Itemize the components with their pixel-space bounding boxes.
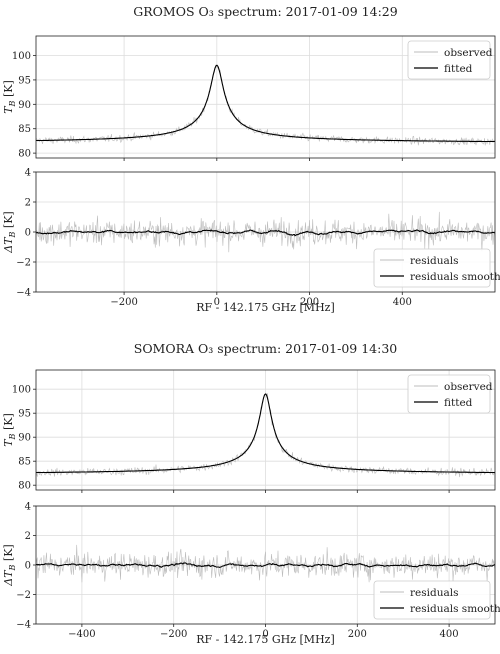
legend-box — [407, 374, 491, 414]
y-axis-label: TB [K] — [2, 413, 17, 447]
chart-title: GROMOS O₃ spectrum: 2017-01-09 14:29 — [133, 4, 397, 19]
y-tick-label: 100 — [12, 385, 31, 396]
y-axis-label: ΔTB [K] — [2, 211, 17, 253]
x-tick-label: 0 — [262, 629, 268, 640]
legend-label: residuals — [410, 255, 458, 267]
legend-label: residuals — [410, 587, 458, 599]
y-tick-label: 100 — [12, 51, 31, 62]
x-tick-label: 400 — [393, 297, 412, 308]
legend-box — [373, 248, 491, 288]
y-tick-label: 90 — [18, 100, 31, 111]
legend: observed fitted — [407, 374, 493, 414]
chart-panel-2: −200 0 200 400 −4 −2 0 2 4 RF - 142.175 GHz [MHz]… — [2, 168, 500, 315]
legend-label: fitted — [444, 397, 473, 409]
legend-box — [407, 40, 491, 80]
legend: residuals residuals smooth — [373, 248, 500, 288]
y-tick-label: 0 — [25, 561, 31, 572]
legend: residuals residuals smooth — [373, 580, 500, 620]
x-tick-label: −200 — [160, 629, 187, 640]
x-tick-label: −200 — [110, 297, 137, 308]
legend-label: fitted — [444, 63, 473, 75]
legend-label: residuals smooth — [410, 271, 500, 283]
y-tick-label: 4 — [25, 168, 31, 179]
series-residuals-smooth-line — [36, 562, 495, 569]
y-tick-label: 2 — [25, 531, 31, 542]
y-tick-label: 0 — [25, 228, 31, 239]
y-tick-label: 2 — [25, 198, 31, 209]
x-axis-label: RF - 142.175 GHz [MHz] — [196, 633, 335, 646]
y-tick-label: 95 — [18, 75, 31, 86]
legend: observed fitted — [407, 40, 493, 80]
y-tick-label: −4 — [16, 288, 31, 299]
chart-panel-4: −400 −200 0 200 400 −4 −2 0 2 4 RF - 142.175 GHz [… — [2, 502, 500, 647]
plot-frame — [35, 35, 496, 159]
x-axis-label: RF - 142.175 GHz [MHz] — [196, 301, 335, 314]
y-tick-label: 80 — [18, 481, 31, 492]
series-residuals-smooth-line — [36, 229, 495, 237]
chart-panel-3: 80 85 90 95 100 SOMORA O₃ spectrum: 2017-01-0… — [2, 341, 496, 493]
chart-panel-1: 80 85 90 95 100 GROMOS O₃ spectrum: 2017-01-0… — [2, 4, 496, 161]
x-tick-label: 0 — [214, 297, 220, 308]
x-tick-label: 400 — [440, 629, 459, 640]
legend-box — [373, 580, 491, 620]
legend-label: observed — [444, 47, 493, 59]
y-tick-label: 85 — [18, 124, 31, 135]
y-tick-label: 90 — [18, 433, 31, 444]
x-tick-label: 200 — [300, 297, 319, 308]
y-tick-label: 4 — [25, 502, 31, 513]
series-observed-line — [36, 64, 495, 146]
x-tick-label: −400 — [68, 629, 95, 640]
series-fitted-line — [36, 393, 495, 474]
y-tick-label: −4 — [16, 620, 31, 631]
x-tick-label: 200 — [348, 629, 367, 640]
y-axis-label: ΔTB [K] — [2, 544, 17, 586]
y-tick-label: 80 — [18, 149, 31, 160]
legend-label: observed — [444, 381, 493, 393]
series-fitted-line — [36, 64, 495, 143]
y-tick-label: 95 — [18, 409, 31, 420]
legend-label: residuals smooth — [410, 603, 500, 615]
y-tick-label: −2 — [16, 590, 31, 601]
series-residuals-line — [36, 544, 495, 583]
y-axis-label: TB [K] — [2, 80, 17, 114]
y-tick-label: −2 — [16, 258, 31, 269]
y-tick-label: 85 — [18, 457, 31, 468]
chart-title: SOMORA O₃ spectrum: 2017-01-09 14:30 — [134, 341, 398, 356]
